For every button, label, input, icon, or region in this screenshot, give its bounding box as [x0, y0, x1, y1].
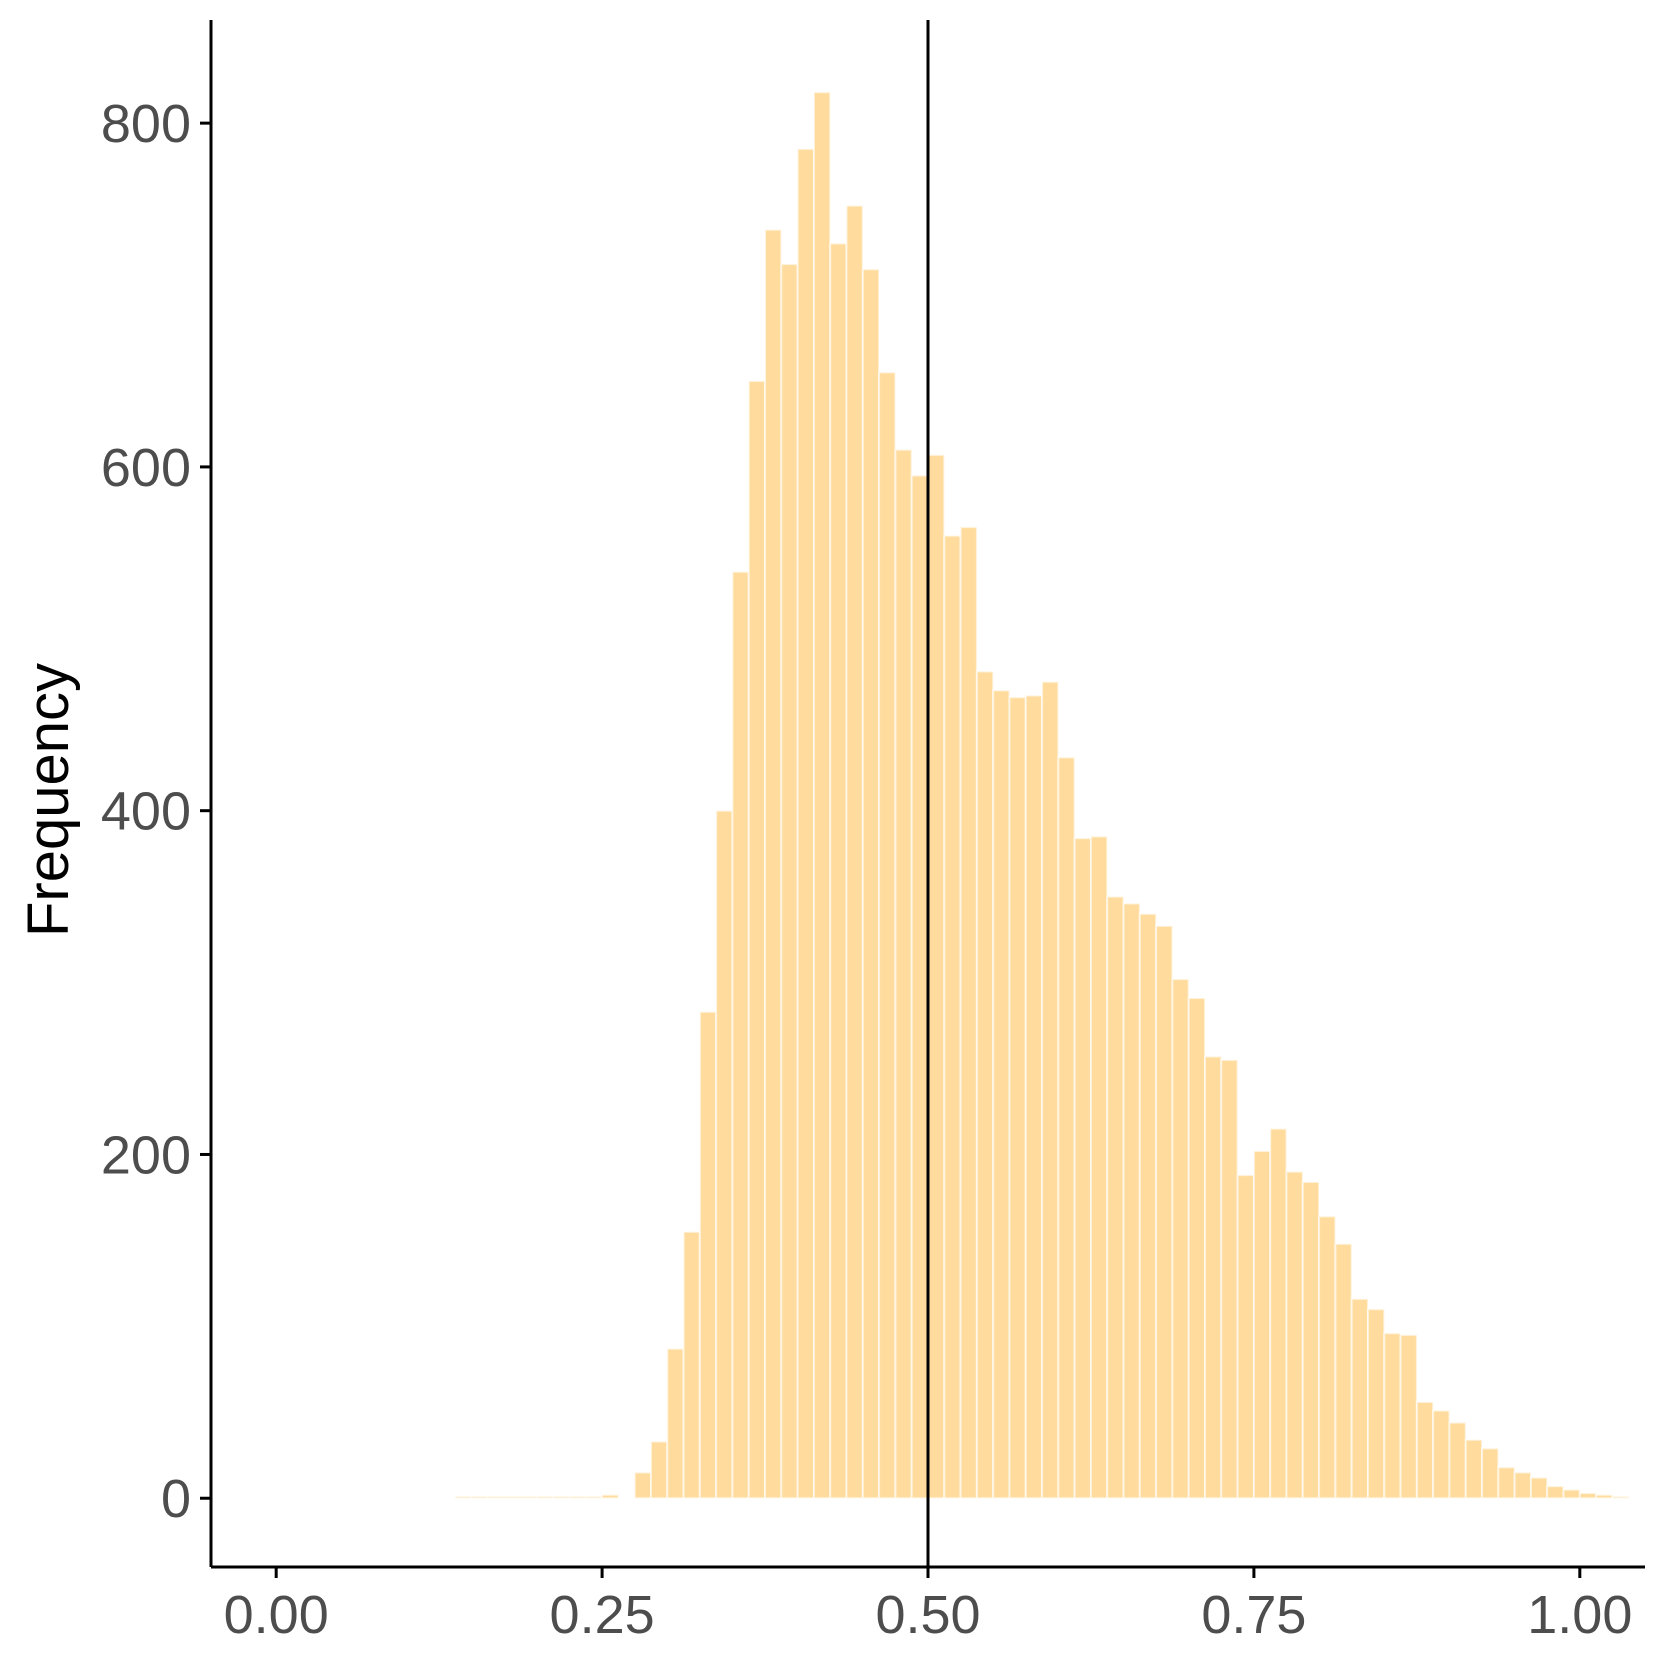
bar-s1-54 — [1155, 924, 1174, 1500]
y-tick-label: 800 — [101, 94, 191, 154]
bar-s1-23 — [649, 1440, 669, 1500]
bar-s1-72 — [1448, 1421, 1467, 1500]
bar-s1-55 — [1171, 978, 1190, 1500]
y-tick-label: 600 — [101, 438, 191, 498]
bar-s1-61 — [1269, 1127, 1288, 1500]
bar-s1-36 — [861, 268, 881, 1500]
bar-s1-82 — [1611, 1495, 1630, 1500]
x-tick-label: 0.50 — [875, 1585, 980, 1645]
bar-s1-73 — [1464, 1438, 1484, 1500]
bar-s1-60 — [1252, 1150, 1272, 1500]
bar-s1-35 — [845, 204, 864, 1500]
y-tick-label: 400 — [101, 782, 191, 842]
x-ticks: 0.00 0.25 0.50 0.75 1.00 — [224, 1567, 1632, 1645]
bar-s1-39 — [910, 474, 929, 1500]
bar-s1-76 — [1513, 1471, 1532, 1500]
bar-s1-75 — [1497, 1466, 1516, 1500]
bar-s1-52 — [1122, 902, 1141, 1500]
bar-s1-42 — [959, 526, 978, 1500]
bar-s1-18 — [568, 1495, 587, 1500]
bar-s1-40 — [927, 453, 946, 1500]
bar-s1-41 — [943, 534, 962, 1500]
bar-s1-32 — [796, 147, 815, 1500]
bar-s1-68 — [1383, 1332, 1402, 1500]
bar-s1-46 — [1024, 694, 1044, 1500]
bar-s1-26 — [698, 1010, 718, 1500]
bar-s1-47 — [1041, 680, 1060, 1500]
bar-s1-44 — [992, 689, 1011, 1500]
bar-s1-70 — [1415, 1400, 1435, 1500]
bar-s1-51 — [1106, 895, 1125, 1500]
bar-s1-77 — [1529, 1476, 1549, 1500]
bar-s1-69 — [1399, 1333, 1418, 1500]
x-tick-label: 0.25 — [550, 1585, 655, 1645]
bar-s1-48 — [1057, 756, 1076, 1500]
bar-s1-45 — [1008, 696, 1027, 1500]
bar-s1-57 — [1204, 1055, 1223, 1500]
bar-s1-11 — [454, 1495, 473, 1500]
bar-s1-37 — [878, 371, 897, 1500]
bar-s1-34 — [829, 242, 848, 1500]
bar-s1-29 — [747, 379, 767, 1500]
bar-s1-53 — [1138, 912, 1158, 1500]
bar-s1-28 — [731, 570, 750, 1500]
bar-s1-64 — [1318, 1215, 1337, 1500]
y-tick-label: 0 — [161, 1469, 191, 1529]
bar-s1-58 — [1220, 1058, 1239, 1500]
y-axis-title: Frequency — [16, 663, 81, 937]
bar-s1-30 — [764, 228, 783, 1500]
bar-s1-59 — [1236, 1174, 1255, 1500]
series-1 — [454, 91, 1630, 1500]
bar-s1-43 — [975, 670, 995, 1500]
bar-s1-13 — [487, 1495, 506, 1500]
bar-s1-80 — [1578, 1492, 1598, 1500]
y-ticks: 0 200 400 600 800 — [101, 94, 211, 1529]
bar-s1-71 — [1432, 1409, 1451, 1500]
x-tick-label: 0.75 — [1201, 1585, 1306, 1645]
bar-s1-56 — [1187, 997, 1207, 1500]
bar-s1-63 — [1301, 1180, 1321, 1500]
bar-s1-17 — [552, 1495, 571, 1500]
y-tick-label: 200 — [101, 1125, 191, 1185]
bar-s1-20 — [601, 1493, 620, 1500]
bar-s1-79 — [1562, 1488, 1581, 1500]
bar-s1-15 — [519, 1495, 538, 1500]
bar-s1-50 — [1089, 835, 1109, 1500]
bar-s1-19 — [584, 1495, 604, 1500]
bar-s1-27 — [715, 809, 734, 1500]
bar-s1-22 — [633, 1471, 652, 1500]
x-tick-label: 0.00 — [224, 1585, 329, 1645]
bar-s1-62 — [1285, 1170, 1304, 1500]
bar-s1-12 — [470, 1495, 490, 1500]
bars-layer — [454, 91, 1630, 1500]
x-tick-label: 1.00 — [1527, 1585, 1632, 1645]
bar-s1-49 — [1073, 837, 1092, 1500]
bar-s1-14 — [503, 1495, 522, 1500]
bar-s1-81 — [1595, 1493, 1614, 1500]
bar-s1-16 — [535, 1495, 555, 1500]
bar-s1-33 — [812, 91, 832, 1500]
bar-s1-66 — [1350, 1297, 1369, 1500]
bar-s1-67 — [1366, 1308, 1386, 1500]
bar-s1-65 — [1334, 1242, 1353, 1500]
bar-s1-38 — [894, 448, 913, 1500]
bar-s1-25 — [682, 1230, 701, 1500]
bar-s1-24 — [666, 1347, 685, 1500]
bar-s1-74 — [1481, 1447, 1500, 1500]
bar-s1-78 — [1546, 1485, 1565, 1500]
bar-s1-31 — [780, 263, 799, 1500]
